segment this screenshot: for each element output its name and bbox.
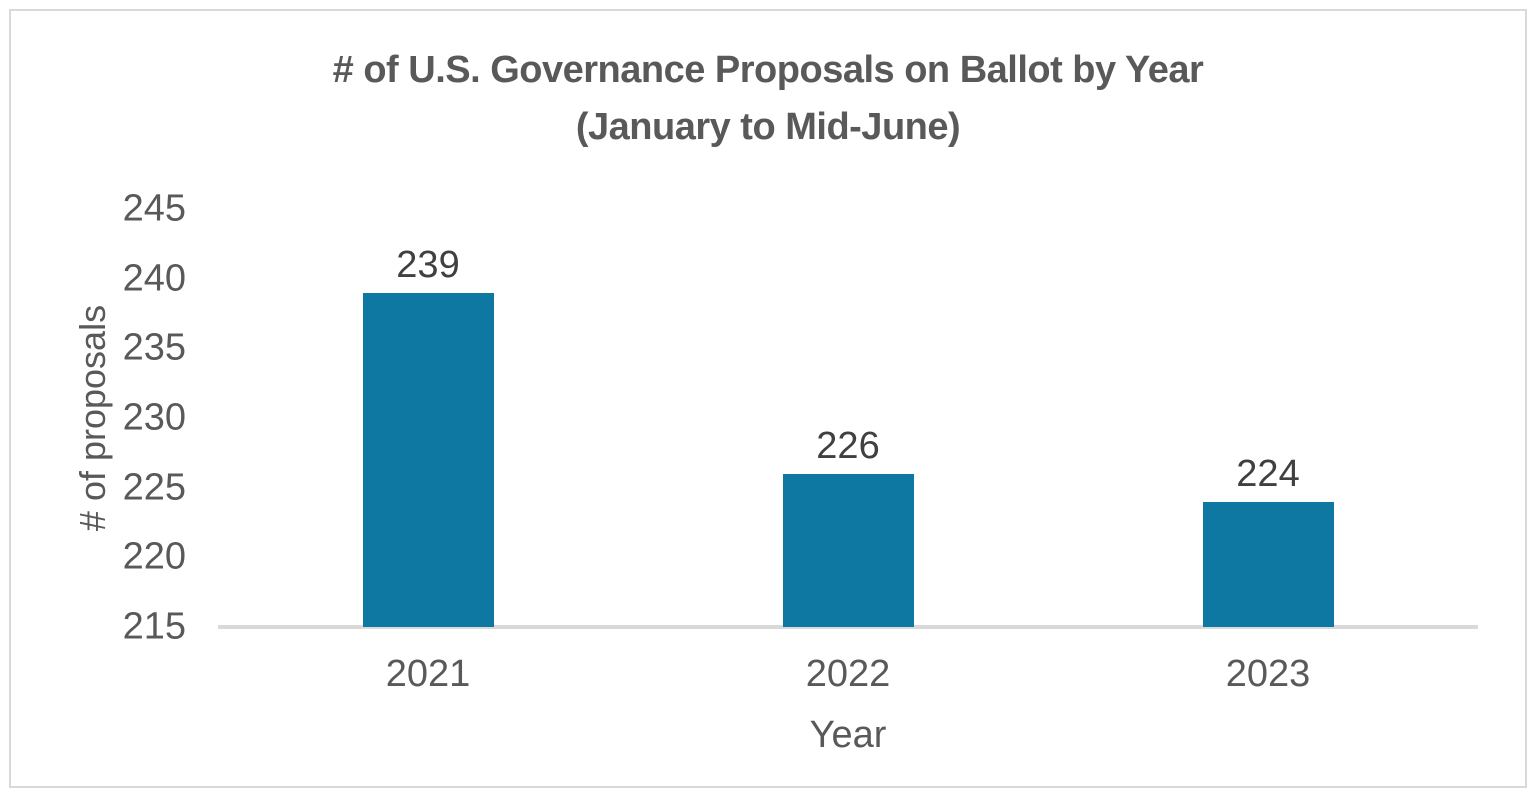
y-tick-label: 235 [122, 326, 186, 369]
x-axis-line [218, 625, 1478, 629]
y-tick-label: 215 [122, 605, 186, 648]
data-label-2022: 226 [816, 424, 880, 467]
data-label-2021: 239 [396, 243, 460, 286]
x-tick-label-2023: 2023 [1225, 653, 1311, 695]
y-axis-ticks: 215 220 225 230 235 240 245 [0, 0, 186, 797]
data-label-2023: 224 [1236, 452, 1300, 495]
chart-title-line-1: # of U.S. Governance Proposals on Ballot… [332, 49, 1204, 91]
x-tick-label-2022: 2022 [805, 653, 891, 695]
y-tick-label: 225 [122, 466, 186, 509]
x-axis-title: Year [809, 714, 887, 756]
bar-2023 [1202, 501, 1334, 627]
y-tick-label: 245 [122, 187, 186, 230]
bar-2021 [362, 292, 494, 627]
bar-2022 [782, 473, 914, 627]
y-tick-label: 240 [122, 257, 186, 300]
y-tick-label: 230 [122, 396, 186, 439]
x-tick-label-2021: 2021 [385, 653, 471, 695]
y-tick-label: 220 [122, 535, 186, 578]
chart-title: # of U.S. Governance Proposals on Ballot… [0, 42, 1536, 156]
chart-title-line-2: (January to Mid-June) [575, 106, 961, 148]
